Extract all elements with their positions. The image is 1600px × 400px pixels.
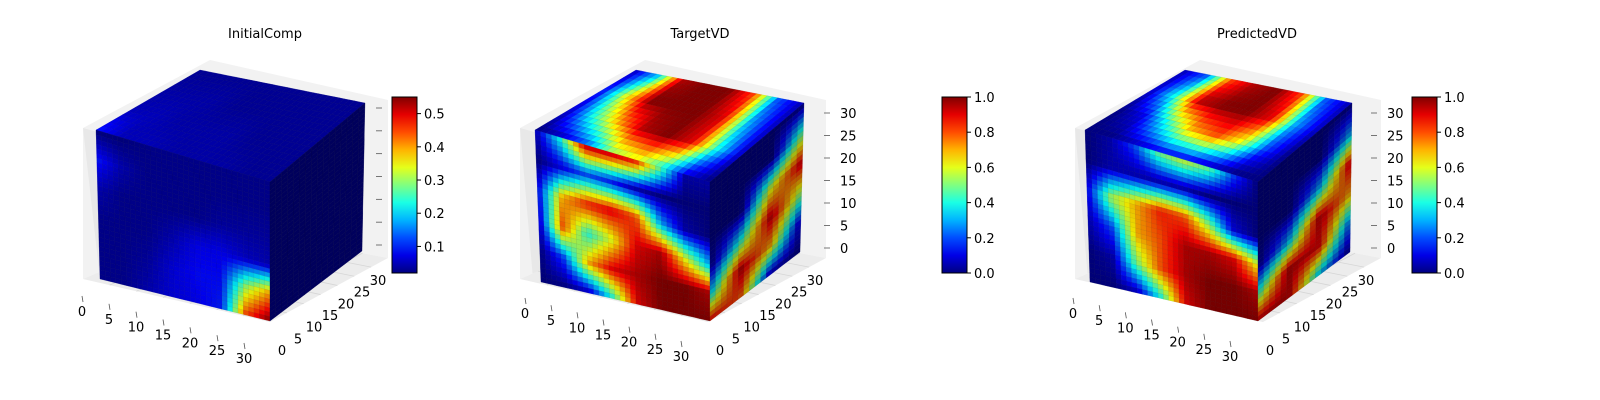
y-tick-label: 25: [791, 286, 808, 301]
colorbar: 0.0 0.2 0.4 0.6 0.8 1.0: [1411, 91, 1465, 282]
y-tick-label: 10: [1294, 321, 1311, 336]
x-tick-label: 0: [521, 307, 529, 322]
y-tick-label: 10: [743, 321, 760, 336]
z-tick-label: 25: [1387, 130, 1404, 145]
y-tick-label: 5: [294, 332, 302, 347]
colorbar: 0.1 0.2 0.3 0.4 0.5: [391, 96, 445, 274]
z-tick-label: 30: [1387, 107, 1404, 122]
plot-title: PredictedVD: [1217, 27, 1297, 42]
colorbar-tick-label: 0.4: [974, 197, 995, 212]
colorbar-tick-label: 0.1: [424, 240, 445, 255]
y-tick-label: 25: [354, 286, 371, 301]
colorbar-tick-label: 0.2: [424, 207, 445, 222]
cube-front-face: [534, 129, 711, 322]
colorbar: 0.0 0.2 0.4 0.6 0.8 1.0: [941, 91, 995, 282]
x-tick-label: 20: [1169, 336, 1186, 351]
plot-title: TargetVD: [669, 27, 729, 42]
x-tick-label: 30: [673, 350, 690, 365]
y-tick-label: 30: [1358, 274, 1375, 289]
cube-front-face: [1084, 129, 1259, 322]
z-tick-label: 5: [1387, 220, 1395, 235]
colorbar-tick-label: 0.4: [424, 141, 445, 156]
z-tick-label: 10: [840, 197, 857, 212]
x-tick-label: 10: [1117, 321, 1134, 336]
x-tick-label: 30: [236, 352, 253, 367]
colorbar-gradient: [391, 96, 418, 274]
colorbar-tick-label: 1.0: [974, 91, 995, 106]
colorbar-gradient: [1411, 96, 1438, 274]
x-tick-label: 15: [1143, 329, 1160, 344]
x-tick-label: 15: [155, 329, 172, 344]
cube-side-face: [709, 102, 805, 322]
colorbar-tick-label: 0.6: [1444, 161, 1465, 176]
y-tick-label: 0: [1266, 344, 1274, 359]
x-tick-label: 10: [128, 321, 145, 336]
colorbar-tick-label: 0.3: [424, 174, 445, 189]
z-tick-label: 5: [840, 220, 848, 235]
plot-title: InitialComp: [228, 27, 302, 42]
voxel-plot-3: 0 5 10 15 20 25 30 051015202530051015202530Pred…: [1069, 27, 1465, 365]
colorbar-tick-label: 0.8: [1444, 126, 1465, 141]
colorbar-tick-label: 0.4: [1444, 197, 1465, 212]
colorbar-tick-label: 0.6: [974, 161, 995, 176]
x-tick-label: 5: [105, 313, 113, 328]
colorbar-tick-label: 0.2: [974, 232, 995, 247]
x-tick-label: 5: [547, 314, 555, 329]
y-tick-label: 20: [1326, 297, 1343, 312]
x-tick-label: 30: [1222, 350, 1239, 365]
x-tick-label: 25: [1196, 343, 1213, 358]
cube-top-face: [95, 69, 366, 183]
cube-side-face: [1257, 102, 1353, 322]
colorbar-gradient: [941, 96, 968, 274]
y-tick-label: 20: [775, 297, 792, 312]
colorbar-tick-label: 0.0: [974, 267, 995, 282]
x-tick-label: 5: [1095, 314, 1103, 329]
y-tick-label: 15: [759, 309, 776, 324]
z-tick-label: 15: [1387, 175, 1404, 190]
z-tick-label: 30: [840, 107, 857, 122]
x-tick-label: 15: [595, 329, 612, 344]
y-tick-label: 30: [370, 274, 387, 289]
y-tick-label: 15: [322, 309, 339, 324]
x-tick-label: 20: [621, 336, 638, 351]
x-tick-label: 10: [569, 321, 586, 336]
cube-top-face: [1084, 69, 1353, 183]
cube-top-face: [534, 69, 805, 183]
x-tick-label: 0: [1069, 307, 1077, 322]
colorbar-tick-label: 0.8: [974, 126, 995, 141]
y-tick-label: 10: [306, 321, 323, 336]
cube-side-face: [269, 102, 366, 322]
voxel-plot-2: 0 5 10 15 20 25 30 051015202530051015202530Targ…: [520, 27, 995, 365]
z-tick-label: 20: [840, 152, 857, 167]
z-tick-label: 0: [1387, 242, 1395, 257]
cube-front-face: [95, 129, 271, 322]
y-tick-label: 5: [1282, 332, 1290, 347]
z-tick-label: 25: [840, 130, 857, 145]
colorbar-tick-label: 0.0: [1444, 267, 1465, 282]
y-tick-label: 15: [1310, 309, 1327, 324]
x-tick-label: 20: [182, 336, 199, 351]
z-tick-label: 10: [1387, 197, 1404, 212]
y-tick-label: 30: [807, 274, 824, 289]
y-tick-label: 0: [278, 344, 286, 359]
y-tick-label: 20: [338, 297, 355, 312]
voxel-plot-1: 051015202530051015202530InitialComp0.10.…: [78, 27, 445, 367]
colorbar-tick-label: 0.5: [424, 108, 445, 123]
z-tick-label: 0: [840, 242, 848, 257]
y-tick-label: 5: [732, 332, 740, 347]
x-tick-label: 25: [647, 343, 664, 358]
z-tick-label: 20: [1387, 152, 1404, 167]
colorbar-tick-label: 1.0: [1444, 91, 1465, 106]
y-tick-label: 25: [1342, 286, 1359, 301]
x-tick-label: 0: [78, 305, 86, 320]
colorbar-tick-label: 0.2: [1444, 232, 1465, 247]
x-tick-label: 25: [209, 344, 226, 359]
z-tick-label: 15: [840, 175, 857, 190]
y-tick-label: 0: [716, 344, 724, 359]
